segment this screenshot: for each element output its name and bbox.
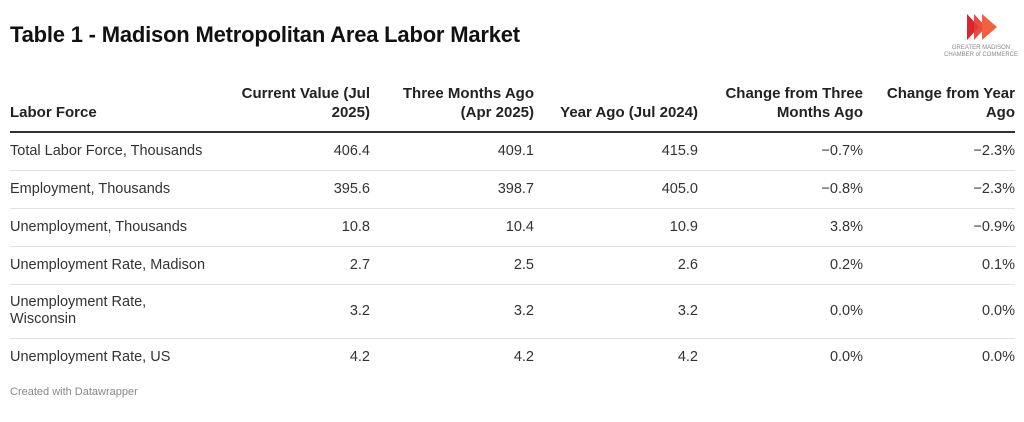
column-header: Change from Year Ago [863,78,1015,133]
table-cell: 3.8% [698,208,863,247]
table-cell: 3.2 [226,284,370,339]
table-cell: −0.8% [698,170,863,209]
table-cell: 406.4 [226,132,370,171]
table-row: Total Labor Force, Thousands 406.4 409.1… [10,132,1015,171]
table-cell: 0.1% [863,246,1015,285]
row-label: Unemployment Rate, Madison [10,246,226,285]
table-cell: 0.0% [863,284,1015,339]
table-cell: 395.6 [226,170,370,209]
table-cell: 3.2 [534,284,698,339]
row-label: Employment, Thousands [10,170,226,209]
table-cell: 4.2 [349,348,370,365]
logo-text-line2: CHAMBER of COMMERCE [943,52,1018,58]
table-cell: −0.9% [863,208,1015,247]
table-cell: 0.0% [698,284,863,339]
table-cell: 10.9 [534,208,698,247]
table-row: Unemployment Rate, Wisconsin 3.2 3.2 3.2… [10,284,1015,339]
chamber-logo: GREATER MADISON CHAMBER of COMMERCE [938,12,1024,62]
table-cell: 4.2 [677,348,698,365]
table-cell: 0.0% [981,348,1015,365]
table-cell: 2.7 [226,246,370,285]
chamber-logo-icon [967,14,997,40]
column-header: Labor Force [10,78,226,133]
table-cell: 415.9 [534,132,698,171]
table-cell: 10.8 [226,208,370,247]
table-cell: 398.7 [370,170,534,209]
table-cell: 3.2 [370,284,534,339]
table-cell: 4.2 [513,348,534,365]
row-label: Total Labor Force, Thousands [10,132,226,171]
table-cell: 2.5 [370,246,534,285]
column-header: Year Ago (Jul 2024) [534,78,698,133]
column-header: Current Value (Jul 2025) [226,78,370,133]
table-cell: 10.4 [370,208,534,247]
table-title: Table 1 - Madison Metropolitan Area Labo… [10,22,520,47]
column-header: Change from Three Months Ago [698,78,863,133]
row-label: Unemployment Rate, Wisconsin [10,284,226,339]
table-row: Unemployment, Thousands 10.8 10.4 10.9 3… [10,208,1015,247]
table-cell: 0.2% [698,246,863,285]
table-row: Employment, Thousands 395.6 398.7 405.0 … [10,170,1015,209]
logo-text-line1: GREATER MADISON [951,45,1011,51]
table-cell: 409.1 [370,132,534,171]
row-label: Unemployment Rate, US [10,348,171,365]
table-cell: −2.3% [863,170,1015,209]
table-row: Unemployment Rate, Madison 2.7 2.5 2.6 0… [10,246,1015,285]
table-cell: 0.0% [829,348,863,365]
table-cell: −0.7% [698,132,863,171]
datawrapper-credit: Created with Datawrapper [10,386,138,398]
table-cell: 2.6 [534,246,698,285]
table-row: Unemployment Rate, US 4.2 4.2 4.2 0.0% 0… [10,338,1015,376]
labor-market-table: Labor Force Current Value (Jul 2025) Thr… [10,78,1015,376]
header-row: Labor Force Current Value (Jul 2025) Thr… [10,78,1015,133]
table-cell: −2.3% [863,132,1015,171]
column-header: Three Months Ago (Apr 2025) [370,78,534,133]
row-label: Unemployment, Thousands [10,208,226,247]
table-cell: 405.0 [534,170,698,209]
